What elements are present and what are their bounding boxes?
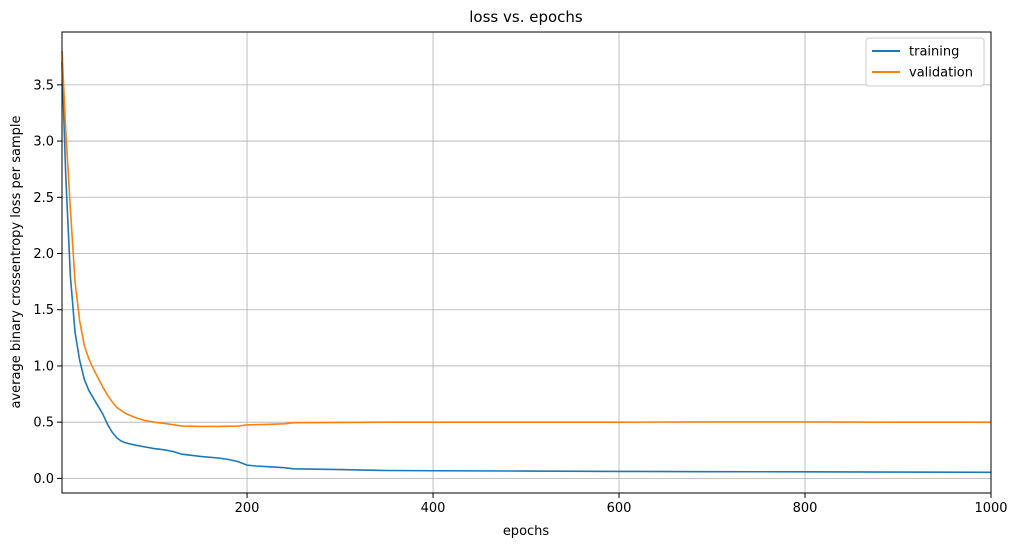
x-tick-label: 400: [421, 501, 446, 516]
y-tick-label: 1.5: [33, 303, 54, 318]
chart-title: loss vs. epochs: [469, 8, 583, 26]
x-tick-label: 200: [235, 501, 260, 516]
y-tick-label: 2.0: [33, 247, 54, 262]
legend: training validation: [865, 37, 985, 87]
plot-background: [62, 32, 991, 493]
series-line-training: [61, 62, 992, 474]
x-axis: 200 400 600 800 1000: [235, 493, 1008, 516]
y-tick-label: 2.5: [33, 191, 54, 206]
y-tick-label: 0.5: [33, 416, 54, 431]
y-tick-label: 0.0: [33, 472, 54, 487]
series-line-validation: [61, 51, 991, 428]
y-tick-label: 3.0: [33, 135, 54, 150]
x-tick-label: 1000: [974, 501, 1007, 516]
y-tick-label: 1.0: [33, 359, 54, 374]
x-axis-title: epochs: [503, 524, 550, 539]
x-tick-label: 600: [607, 501, 632, 516]
y-axis-title: average binary crossentropy loss per sam…: [9, 116, 24, 409]
y-axis: 0.0 0.5 1.0 1.5 2.0 2.5 3.0 3.5: [33, 78, 62, 487]
legend-label-validation: validation: [909, 66, 973, 81]
lines: [61, 51, 992, 474]
y-tick-label: 3.5: [33, 78, 54, 93]
legend-label-training: training: [909, 45, 959, 60]
plot-frame: [61, 31, 992, 494]
x-tick-label: 800: [793, 501, 818, 516]
